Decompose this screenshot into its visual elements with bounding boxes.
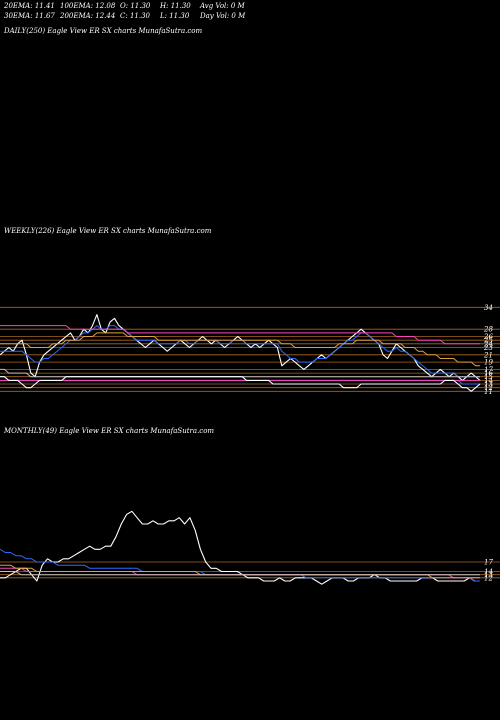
stats-row-2: 30EMA: 11.67 200EMA: 12.44 C: 11.30 L: 1…	[4, 11, 304, 21]
weekly-panel-label: WEEKLY(226) Eagle View ER SX charts Muna…	[4, 227, 212, 235]
weekly-series-ema-line	[0, 332, 480, 367]
ema30-value: 30EMA: 11.67	[4, 12, 55, 20]
weekly-y-tick-label: 34	[484, 304, 493, 312]
ema20-value: 20EMA: 11.41	[4, 2, 55, 10]
close-value: C: 11.30	[120, 12, 150, 20]
avg-vol-value: Avg Vol: 0 M	[200, 2, 245, 10]
weekly-y-tick-label: 25	[483, 337, 493, 345]
weekly-series-price_low-line	[0, 376, 481, 392]
open-value: O: 11.30	[120, 2, 151, 10]
weekly-y-tick-label: 11	[484, 388, 493, 396]
monthly-series-ema-line	[0, 571, 480, 576]
weekly-y-tick-label: 15	[484, 373, 493, 381]
monthly-y-tick-label: 13	[484, 571, 493, 579]
weekly-y-tick-label: 19	[484, 359, 493, 367]
weekly-y-tick-label: 17	[484, 366, 493, 374]
monthly-y-tick-label: 12	[484, 574, 493, 582]
ema200-value: 200EMA: 12.44	[60, 12, 116, 20]
stats-panel: 20EMA: 11.41 100EMA: 12.08 O: 11.30 H: 1…	[4, 1, 304, 25]
weekly-y-tick-label: 12	[484, 384, 493, 392]
monthly-series-ema-line	[0, 548, 480, 582]
stats-row-1: 20EMA: 11.41 100EMA: 12.08 O: 11.30 H: 1…	[4, 1, 304, 11]
weekly-y-tick-label: 23	[483, 344, 493, 352]
monthly-panel-label: MONTHLY(49) Eagle View ER SX charts Muna…	[4, 427, 215, 435]
monthly-series-price-line	[0, 510, 480, 585]
weekly-y-tick-label: 26	[483, 333, 493, 341]
high-value: H: 11.30	[160, 2, 191, 10]
ema100-value: 100EMA: 12.08	[60, 2, 116, 10]
monthly-y-tick-label: 14	[484, 568, 493, 576]
weekly-y-tick-label: 14	[484, 377, 493, 385]
low-value: L: 11.30	[160, 12, 190, 20]
weekly-y-tick-label: 13	[484, 381, 493, 389]
weekly-y-tick-label: 24	[483, 340, 493, 348]
weekly-y-tick-label: 21	[483, 351, 493, 359]
weekly-y-tick-label: 28	[483, 326, 493, 334]
day-vol-value: Day Vol: 0 M	[200, 12, 246, 20]
weekly-y-tick-label: 16	[484, 370, 493, 378]
daily-panel-label: DAILY(250) Eagle View ER SX charts Munaf…	[4, 27, 203, 35]
monthly-y-tick-label: 17	[484, 559, 493, 567]
weekly-series-ema-line	[0, 325, 480, 345]
